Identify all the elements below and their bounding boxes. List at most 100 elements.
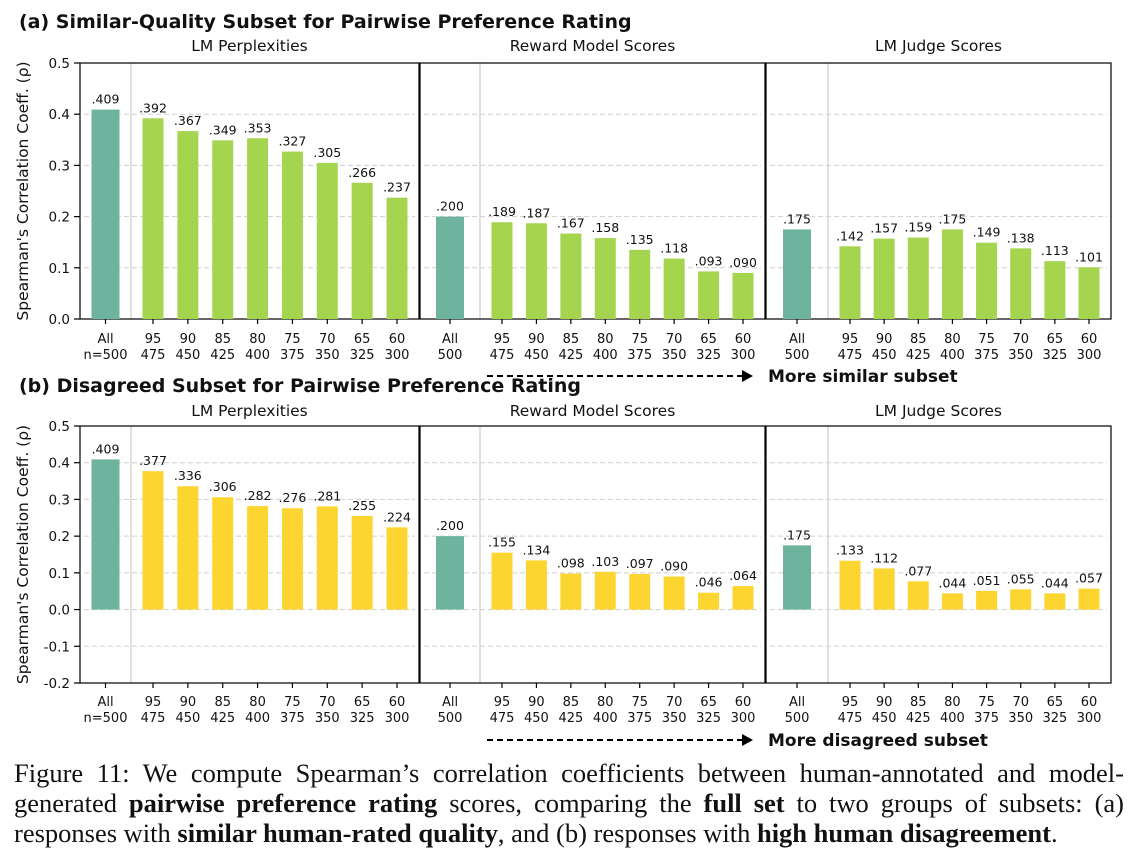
x-tick-label: 300 [385, 711, 410, 726]
subfigure-title: (a) Similar-Quality Subset for Pairwise … [19, 11, 632, 33]
bar-value-label: .149 [973, 225, 1001, 240]
bar-value-label: .134 [523, 542, 551, 557]
x-tick-label: 85 [563, 332, 580, 347]
x-tick-label: 475 [490, 348, 515, 363]
bar-value-label: .175 [939, 211, 967, 226]
x-tick-label: 425 [210, 348, 235, 363]
x-tick-label: 70 [319, 695, 336, 710]
bar-value-label: .281 [313, 488, 341, 503]
bar [316, 162, 338, 319]
bar-value-label: .090 [660, 559, 688, 574]
x-tick-label: 95 [494, 332, 511, 347]
bar [351, 515, 373, 610]
bar [525, 560, 547, 610]
bar [941, 593, 963, 610]
x-tick-label: 65 [354, 332, 371, 347]
y-tick-label: 0.2 [49, 529, 70, 545]
caption-text: Figure 11: We compute Spearman’s correla… [14, 758, 1124, 818]
bar [907, 581, 929, 610]
bar-value-label: .167 [557, 215, 585, 230]
bar [698, 271, 720, 319]
x-tick-label: 500 [438, 711, 463, 726]
x-tick-label: 400 [940, 711, 965, 726]
x-tick-label: 375 [627, 348, 652, 363]
x-tick-label: 70 [319, 332, 336, 347]
bar [177, 131, 199, 319]
figure: (a) Similar-Quality Subset for Pairwise … [14, 11, 1112, 751]
bar [783, 545, 811, 610]
bar [1010, 248, 1032, 319]
x-tick-label: 300 [1077, 711, 1102, 726]
bar-value-label: .135 [626, 232, 654, 247]
x-tick-label: 325 [696, 348, 721, 363]
bar-value-label: .306 [209, 479, 237, 494]
x-tick-label: 300 [385, 348, 410, 363]
panel-title: LM Judge Scores [875, 37, 1002, 55]
x-tick-label: 400 [245, 348, 270, 363]
bar-value-label: .112 [870, 550, 898, 565]
bar-value-label: .051 [973, 573, 1001, 588]
x-tick-label: n=500 [84, 348, 128, 363]
bar-value-label: .224 [383, 509, 411, 524]
x-tick-label: All [442, 695, 458, 710]
bar-value-label: .113 [1041, 243, 1069, 258]
x-tick-label: 300 [731, 348, 756, 363]
x-tick-label: 375 [974, 348, 999, 363]
x-tick-label: 75 [284, 695, 301, 710]
y-tick-label: 0.0 [49, 603, 70, 619]
x-tick-label: 425 [906, 711, 931, 726]
bar-value-label: .367 [174, 113, 202, 128]
panel-title: LM Judge Scores [875, 402, 1002, 420]
caption-bold: high human disagreement [756, 818, 1051, 848]
panel-title: LM Perplexities [191, 37, 308, 55]
bar-value-label: .305 [313, 145, 341, 160]
x-tick-label: 400 [593, 711, 618, 726]
x-tick-label: 65 [700, 332, 717, 347]
caption-text: , and (b) responses with [497, 818, 757, 848]
x-tick-label: All [97, 332, 113, 347]
x-tick-label: 400 [940, 348, 965, 363]
y-tick-label: 0.5 [49, 419, 70, 435]
bar [1078, 267, 1100, 319]
x-tick-label: 350 [662, 348, 687, 363]
x-tick-label: n=500 [84, 711, 128, 726]
bar [907, 237, 929, 319]
x-tick-label: 350 [1008, 348, 1033, 363]
bar-value-label: .098 [557, 556, 585, 571]
bar-value-label: .077 [904, 563, 932, 578]
bar [663, 576, 685, 610]
x-tick-label: 80 [944, 695, 961, 710]
arrow-label: More disagreed subset [768, 731, 988, 751]
x-tick-label: 450 [872, 711, 897, 726]
x-tick-label: 425 [906, 348, 931, 363]
bar-value-label: .101 [1075, 249, 1103, 264]
x-tick-label: 500 [785, 348, 810, 363]
panel-title: Reward Model Scores [510, 402, 676, 420]
x-tick-label: 75 [631, 695, 648, 710]
x-tick-label: 425 [210, 711, 235, 726]
panel-frame [419, 425, 766, 684]
x-tick-label: 95 [145, 332, 162, 347]
y-tick-label: 0.4 [49, 107, 70, 123]
bar [491, 222, 513, 319]
bar [525, 223, 547, 319]
x-tick-label: 300 [1077, 348, 1102, 363]
bar-value-label: .055 [1007, 571, 1035, 586]
bar-value-label: .133 [836, 543, 864, 558]
x-tick-label: 60 [389, 332, 406, 347]
panel-frame [765, 62, 1112, 320]
x-tick-label: 325 [1042, 348, 1067, 363]
bar [91, 459, 120, 610]
x-tick-label: 90 [180, 332, 197, 347]
bar-value-label: .189 [488, 204, 516, 219]
x-tick-label: 325 [350, 348, 375, 363]
caption-text: . [1050, 818, 1058, 848]
x-tick-label: 75 [631, 332, 648, 347]
x-tick-label: 75 [978, 695, 995, 710]
bar [783, 229, 811, 319]
x-tick-label: 85 [910, 332, 927, 347]
bar-value-label: .138 [1007, 230, 1035, 245]
bar [663, 258, 685, 319]
bar-value-label: .349 [209, 122, 237, 137]
bar [316, 506, 338, 610]
